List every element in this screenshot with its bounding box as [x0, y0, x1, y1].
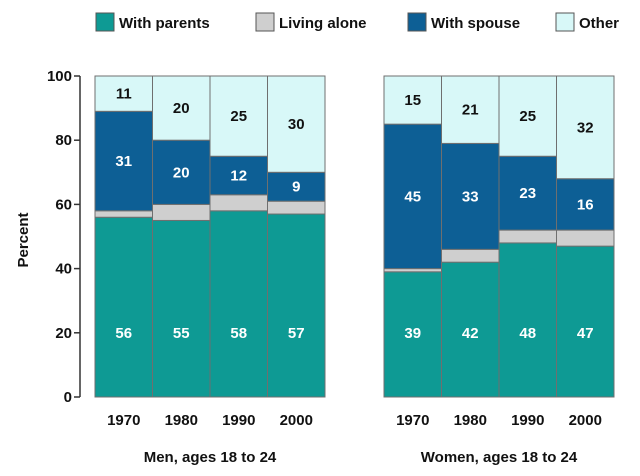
data-label: 12: [230, 168, 247, 185]
bar-segment-with-parents: [152, 219, 211, 398]
bar-segment-living-alone: [498, 229, 557, 244]
bar-segment-with-parents: [498, 242, 557, 398]
bar-segment-living-alone: [556, 229, 615, 247]
bar-segment-living-alone: [209, 194, 268, 212]
data-label: 21: [462, 102, 479, 119]
x-tick-label: 2000: [280, 412, 313, 429]
bar-segment-with-spouse: [94, 110, 153, 212]
data-label: 42: [462, 325, 479, 342]
data-label: 45: [404, 188, 421, 205]
y-tick-label: 40: [55, 261, 72, 278]
legend-label-with-parents: With parents: [119, 15, 210, 32]
data-label: 20: [173, 164, 190, 181]
data-label: 25: [519, 108, 536, 125]
bar-segment-living-alone: [152, 203, 211, 221]
x-tick-label: 1990: [511, 412, 544, 429]
y-axis-label: Percent: [15, 212, 32, 267]
bar-segment-with-parents: [94, 216, 153, 398]
data-label: 33: [462, 188, 479, 205]
bar-segment-living-alone: [94, 210, 153, 218]
bar-segment-other: [209, 75, 268, 157]
x-tick-label: 2000: [569, 412, 602, 429]
x-tick-label: 1990: [222, 412, 255, 429]
group-label: Women, ages 18 to 24: [421, 449, 578, 466]
bar-segment-with-spouse: [383, 123, 442, 270]
bar-segment-with-parents: [441, 261, 500, 398]
bar-segment-other: [94, 75, 153, 112]
group-label: Men, ages 18 to 24: [144, 449, 277, 466]
y-tick-label: 80: [55, 132, 72, 149]
bar-segment-other: [152, 75, 211, 141]
bar-segment-living-alone: [441, 248, 500, 263]
data-label: 32: [577, 119, 594, 136]
bar-segment-with-spouse: [498, 155, 557, 231]
bar-segment-other: [383, 75, 442, 125]
y-tick-label: 20: [55, 325, 72, 342]
x-tick-label: 1970: [396, 412, 429, 429]
category-labels: 1970 1980 1990 2000 Men, ages 18 to 24 1970 19…: [107, 412, 602, 466]
bar-segment-with-spouse: [556, 178, 615, 231]
x-tick-label: 1970: [107, 412, 140, 429]
bar-segment-living-alone: [267, 200, 326, 215]
legend-label-with-spouse: With spouse: [431, 15, 520, 32]
data-label: 39: [404, 325, 421, 342]
x-tick-label: 1980: [165, 412, 198, 429]
legend-swatch-with-parents: [95, 12, 115, 32]
data-label: 55: [173, 325, 190, 342]
data-label: 58: [230, 325, 247, 342]
data-label: 57: [288, 325, 305, 342]
y-tick-label: 100: [47, 68, 72, 85]
data-label: 31: [115, 153, 132, 170]
bar-segment-other: [441, 75, 500, 144]
data-label: 15: [404, 92, 421, 109]
data-label: 48: [519, 325, 536, 342]
x-tick-label: 1980: [454, 412, 487, 429]
bar-segment-with-parents: [209, 210, 268, 398]
data-label: 11: [116, 86, 132, 103]
y-tick-label: 60: [55, 196, 72, 213]
data-label: 30: [288, 116, 305, 133]
legend-swatch-with-spouse: [407, 12, 427, 32]
bar-segment-with-parents: [267, 213, 326, 398]
bars: 5623111555202058512255749303914515424332…: [94, 75, 615, 398]
data-label: 16: [577, 196, 594, 213]
legend: With parents Living alone With spouse Other: [95, 12, 619, 32]
data-label: 56: [115, 325, 132, 342]
data-label: 20: [173, 100, 190, 117]
data-label: 9: [292, 179, 300, 196]
bar-segment-other: [556, 75, 615, 180]
y-tick-label: 0: [64, 389, 72, 406]
legend-swatch-living-alone: [255, 12, 275, 32]
bar-segment-with-parents: [556, 245, 615, 398]
data-label: 23: [519, 185, 536, 202]
bar-segment-other: [267, 75, 326, 173]
legend-label-living-alone: Living alone: [279, 15, 367, 32]
bar-segment-with-spouse: [209, 155, 268, 196]
bar-segment-other: [498, 75, 557, 157]
legend-swatch-other: [555, 12, 575, 32]
data-label: 25: [230, 108, 247, 125]
bar-segment-with-spouse: [267, 171, 326, 202]
legend-label-other: Other: [579, 15, 619, 32]
data-label: 47: [577, 325, 594, 342]
y-axis: 0 20 40 60 80 100: [47, 68, 81, 406]
